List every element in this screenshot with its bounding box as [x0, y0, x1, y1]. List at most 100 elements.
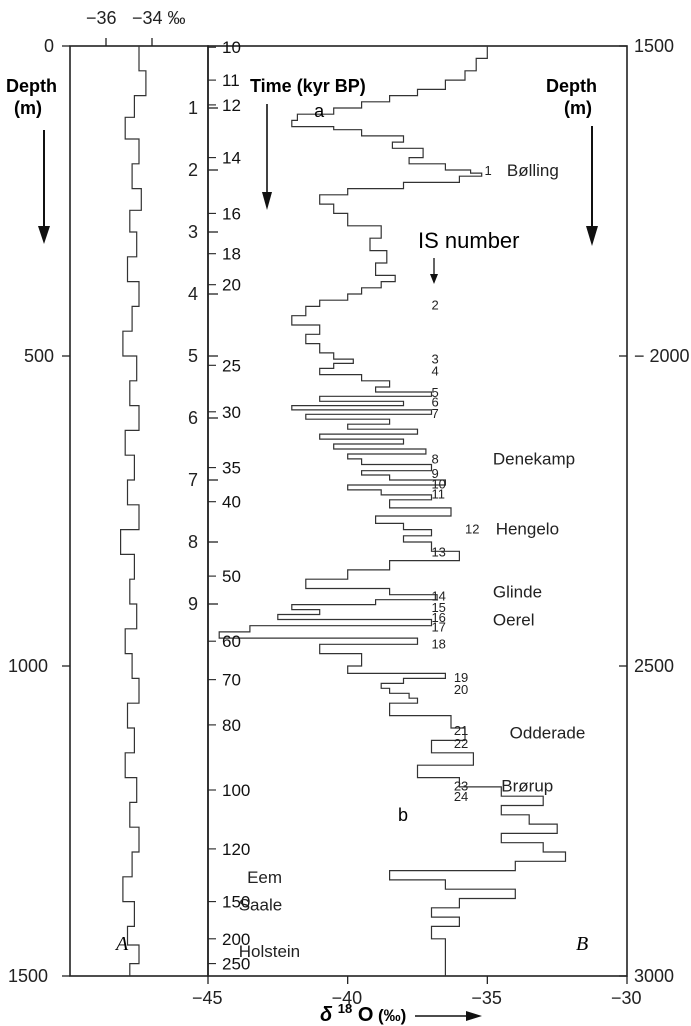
panel-b-inner-depth-axis: 1 2 3 4 5 6 7 8 9: [188, 98, 218, 614]
inner-depth-tick-label: 5: [188, 346, 198, 366]
stage-label: Odderade: [510, 723, 586, 742]
stage-label: Eem: [247, 868, 282, 887]
panel-a-top-tick-2: −34 ‰: [132, 8, 186, 28]
is-number: 1: [485, 163, 492, 178]
bottom-tick-label: −45: [192, 988, 223, 1008]
right-depth-arrow: [586, 126, 598, 246]
panel-b-frame: [207, 45, 628, 977]
inner-depth-tick-label: 8: [188, 532, 198, 552]
svg-text:δ 18 O: δ 18 O: [320, 996, 373, 1026]
marker-labels: ab: [314, 101, 408, 825]
stage-label: Saale: [239, 896, 282, 915]
is-number: 10: [431, 477, 445, 492]
inner-depth-tick-label: 6: [188, 408, 198, 428]
time-label: 50: [222, 567, 241, 586]
right-depth-label-line1: Depth: [546, 76, 597, 96]
stage-label: Brørup: [501, 777, 553, 796]
oxygen-symbol: O: [358, 1004, 374, 1026]
panel-a-label: A: [114, 933, 129, 955]
is-number: 2: [431, 298, 438, 313]
left-depth-label-line1: Depth: [6, 76, 57, 96]
time-label: 10: [222, 38, 241, 57]
left-depth-tick-1000: 1000: [8, 656, 48, 676]
time-label: 16: [222, 204, 241, 223]
stage-label: Denekamp: [493, 449, 575, 468]
stage-label: Glinde: [493, 583, 542, 602]
inner-depth-tick-label: 2: [188, 160, 198, 180]
time-label: 20: [222, 276, 241, 295]
is-number: 18: [431, 637, 445, 652]
panel-a-top-tick-1: −36: [86, 8, 117, 28]
is-number: 15: [431, 600, 445, 615]
is-number: 17: [431, 619, 445, 634]
is-number: 3: [431, 351, 438, 366]
time-label: 150: [222, 893, 250, 912]
time-label: 30: [222, 403, 241, 422]
is-number: 16: [431, 610, 445, 625]
left-depth-tick-0: 0: [44, 36, 54, 56]
time-axis-labels: 10 11 12 14 16 18 20 25 30 35 40 50 60 70 80 100 120 150 2…: [208, 38, 250, 974]
is-number: 6: [431, 394, 438, 409]
is-number: 7: [431, 406, 438, 421]
panel-b-right-depth-axis: 1500 − 2000 2500 3000: [619, 36, 690, 986]
left-depth-label-line2: (m): [14, 98, 42, 118]
inner-depth-tick-label: 1: [188, 98, 198, 118]
right-depth-tick-label: 3000: [634, 966, 674, 986]
time-label: 18: [222, 245, 241, 264]
isotope-number: 18: [338, 1001, 352, 1016]
is-number: 13: [431, 544, 445, 559]
delta-symbol: δ: [320, 1004, 333, 1026]
panel-a-top-axis: −36 −34 ‰: [86, 8, 186, 46]
is-number-arrow: [430, 258, 438, 284]
is-number: 4: [431, 363, 438, 378]
inner-depth-tick-label: 4: [188, 284, 198, 304]
stage-labels: Bølling Denekamp Hengelo Glinde Oerel Odderad…: [239, 161, 586, 961]
is-number: 23: [454, 779, 468, 794]
time-label: 200: [222, 930, 250, 949]
bottom-tick-label: −35: [471, 988, 502, 1008]
right-depth-label-line2: (m): [564, 98, 592, 118]
marker-label: a: [314, 101, 325, 121]
time-label: 35: [222, 459, 241, 478]
is-number: 9: [431, 466, 438, 481]
is-number-title: IS number: [418, 228, 520, 253]
is-number: 12: [465, 521, 479, 536]
time-axis-title: Time (kyr BP): [250, 76, 366, 96]
right-depth-tick-label: − 2000: [634, 346, 690, 366]
inner-depth-tick-label: 9: [188, 594, 198, 614]
is-number: 24: [454, 789, 468, 804]
is-number: 20: [454, 682, 468, 697]
inner-depth-tick-label: 7: [188, 470, 198, 490]
time-label: 11: [222, 71, 240, 90]
stage-label: Bølling: [507, 161, 559, 180]
time-label: 40: [222, 493, 241, 512]
panel-b-record-line: [218, 45, 567, 976]
time-label: 70: [222, 671, 241, 690]
time-label: 80: [222, 716, 241, 735]
time-label: 100: [222, 781, 250, 800]
is-number: 11: [431, 487, 445, 502]
delta18o-unit: (‰): [378, 1006, 406, 1025]
marker-label: b: [398, 805, 408, 825]
time-axis-arrow: [262, 104, 272, 210]
is-number: 22: [454, 736, 468, 751]
time-label: 60: [222, 632, 241, 651]
time-label: 250: [222, 955, 250, 974]
panel-a-series: [120, 45, 147, 976]
panel-a-left-axis: 0 500 1000 1500: [8, 36, 70, 986]
time-label: 25: [222, 356, 241, 375]
inner-depth-tick-label: 3: [188, 222, 198, 242]
time-label: 12: [222, 96, 241, 115]
panel-a-record-line: [120, 45, 147, 976]
right-depth-tick-label: 1500: [634, 36, 674, 56]
left-depth-arrow: [38, 130, 50, 244]
bottom-tick-label: −40: [332, 988, 363, 1008]
bottom-tick-label: −30: [611, 988, 642, 1008]
is-number: 5: [431, 385, 438, 400]
stage-label: Hengelo: [496, 519, 559, 538]
time-label: 14: [222, 149, 241, 168]
is-number: 8: [431, 451, 438, 466]
right-depth-tick-label: 2500: [634, 656, 674, 676]
